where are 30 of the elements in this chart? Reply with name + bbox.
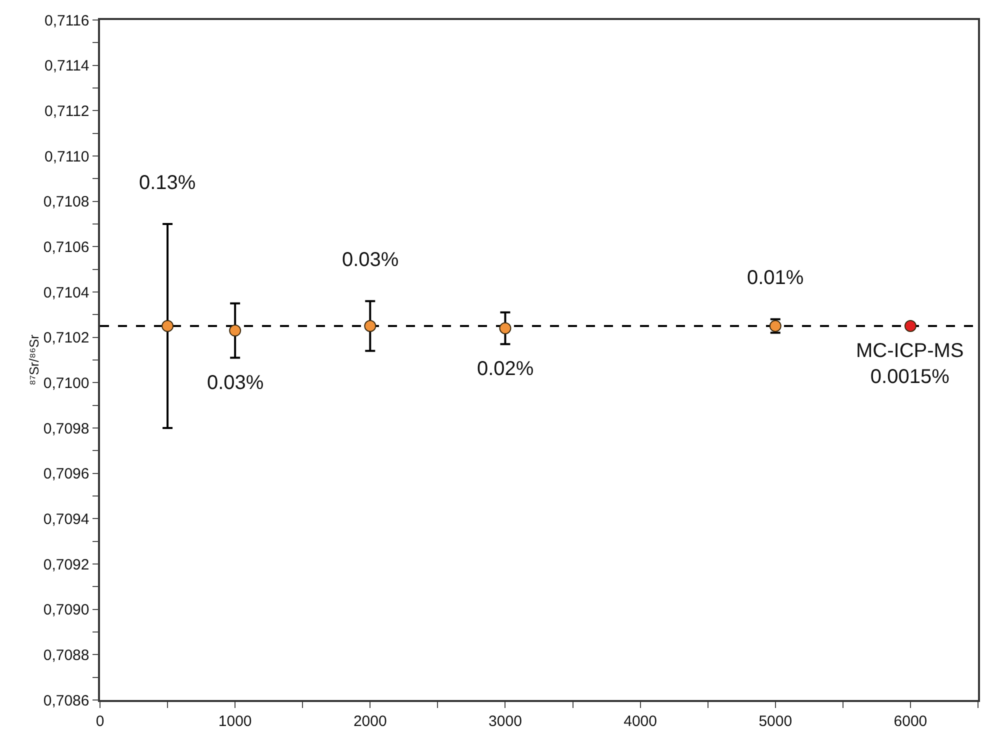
y-tick-label: 0,7116	[44, 12, 90, 30]
x-tick-label: 6000	[894, 712, 928, 730]
y-tick-label: 0,7096	[43, 466, 90, 483]
y-tick-label: 0,7108	[43, 194, 90, 211]
y-tick-label: 0,7104	[43, 284, 90, 302]
y-tick-label: 0,7110	[44, 148, 90, 166]
y-tick-label: 0,7094	[43, 510, 90, 528]
x-tick-label: 3000	[488, 712, 522, 730]
annotation: 0.03%	[342, 249, 399, 271]
y-tick-label: 0,7106	[43, 238, 90, 256]
y-tick-label: 0,7086	[43, 692, 90, 710]
annotation: 0.13%	[139, 172, 196, 194]
y-tick-label: 0,7090	[43, 602, 90, 619]
annotation: MC-ICP-MS 0.0015%	[856, 340, 964, 388]
y-tick-label: 0,7112	[44, 102, 90, 120]
x-tick-label: 2000	[353, 712, 387, 730]
x-tick-label: 1000	[218, 712, 252, 730]
y-tick-label: 0,7098	[43, 420, 90, 438]
x-tick-label: 0	[96, 712, 104, 730]
annotation: 0.02%	[477, 358, 534, 380]
x-tick-label: 4000	[624, 712, 657, 730]
annotation: 0.01%	[747, 267, 804, 289]
y-tick-label: 0,7114	[44, 58, 90, 75]
y-tick-label: 0,7092	[43, 556, 90, 574]
annotation: 0.03%	[207, 372, 264, 394]
y-tick-label: 0,7100	[43, 374, 90, 392]
x-tick-label: 5000	[758, 712, 792, 730]
y-tick-label: 0,7102	[43, 330, 90, 347]
y-tick-label: 0,7088	[43, 646, 90, 664]
y-axis-title: ⁸⁷Sr/⁸⁶Sr	[26, 334, 42, 386]
